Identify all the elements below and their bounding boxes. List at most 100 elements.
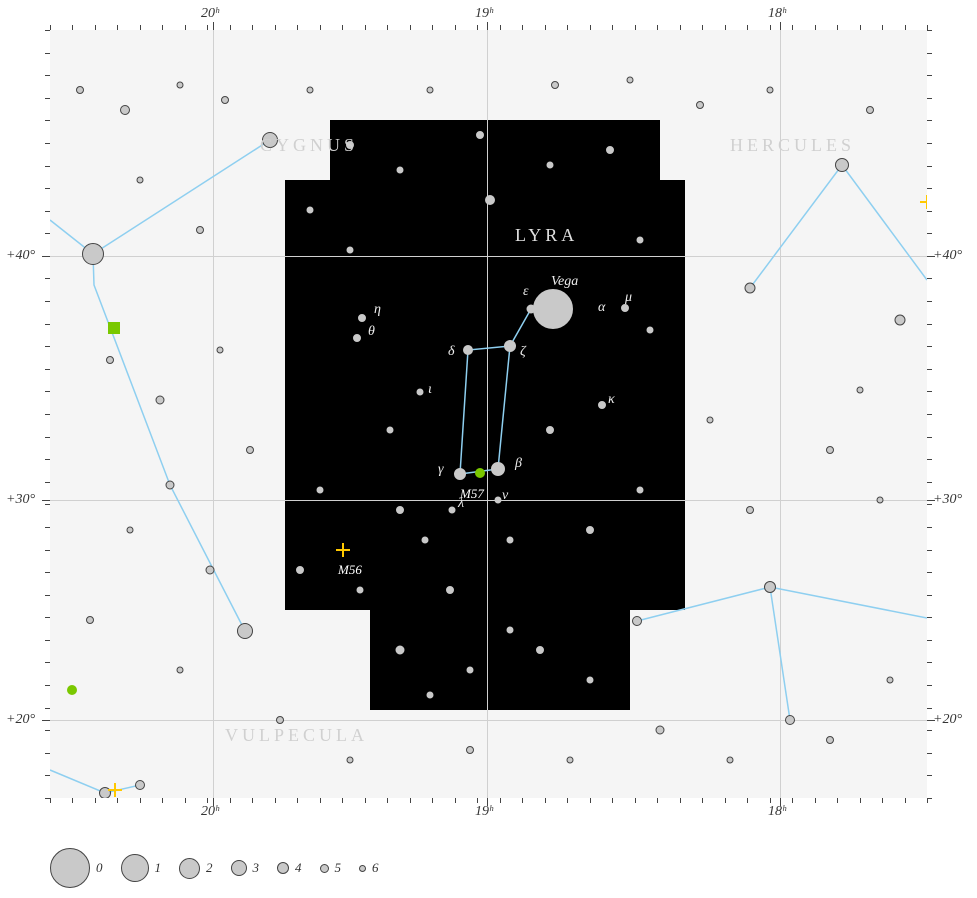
star xyxy=(120,105,130,115)
axis-tick-minor xyxy=(252,25,253,30)
dec-axis-label: +40° xyxy=(933,248,962,264)
star xyxy=(767,87,774,94)
axis-tick-minor xyxy=(297,25,298,30)
axis-tick-minor xyxy=(45,527,50,528)
dec-axis-label: +30° xyxy=(6,492,35,508)
star xyxy=(387,427,394,434)
axis-tick-minor xyxy=(927,143,932,144)
axis-tick-minor xyxy=(680,798,681,803)
axis-tick-minor xyxy=(45,324,50,325)
axis-tick-minor xyxy=(837,25,838,30)
axis-tick-minor xyxy=(927,527,932,528)
axis-tick-minor xyxy=(45,753,50,754)
axis-tick-minor xyxy=(927,685,932,686)
axis-tick-minor xyxy=(927,617,932,618)
axis-tick-minor xyxy=(927,798,932,799)
star-chart: VegaαεμζδηθικβγλνM56M57CYGNUSHERCULESLYR… xyxy=(0,0,977,898)
star xyxy=(246,446,254,454)
axis-tick-minor xyxy=(635,25,636,30)
axis-tick-minor xyxy=(95,25,96,30)
constellation-region xyxy=(370,610,630,710)
axis-tick xyxy=(927,500,935,501)
axis-tick-minor xyxy=(927,324,932,325)
dec-gridline xyxy=(50,500,927,501)
axis-tick-minor xyxy=(477,798,478,803)
axis-tick-minor xyxy=(45,346,50,347)
axis-tick-minor xyxy=(45,166,50,167)
axis-tick xyxy=(487,798,488,806)
star xyxy=(454,468,466,480)
axis-tick-minor xyxy=(590,798,591,803)
axis-tick-minor xyxy=(230,25,231,30)
star xyxy=(826,736,834,744)
legend-star-icon xyxy=(121,854,149,882)
axis-tick-minor xyxy=(45,617,50,618)
axis-tick-minor xyxy=(927,572,932,573)
star xyxy=(427,692,434,699)
magnitude-legend: 0123456 xyxy=(50,848,379,888)
star xyxy=(485,195,495,205)
axis-tick-minor xyxy=(320,798,321,803)
legend-item: 6 xyxy=(359,860,379,876)
star xyxy=(156,396,165,405)
axis-tick-minor xyxy=(50,798,51,803)
ra-gridline xyxy=(213,30,214,798)
legend-item: 5 xyxy=(320,860,342,876)
axis-tick xyxy=(42,720,50,721)
star xyxy=(764,581,776,593)
star xyxy=(353,334,361,342)
axis-tick-minor xyxy=(635,798,636,803)
dec-axis-label: +30° xyxy=(933,492,962,508)
dso-marker-m57 xyxy=(475,468,485,478)
star xyxy=(627,77,634,84)
ra-axis-label: 18ʰ xyxy=(768,6,786,22)
star xyxy=(127,527,134,534)
star xyxy=(446,586,454,594)
axis-tick-minor xyxy=(45,685,50,686)
axis-tick-minor xyxy=(927,346,932,347)
star xyxy=(347,757,354,764)
star xyxy=(656,726,665,735)
axis-tick-minor xyxy=(45,708,50,709)
axis-tick-minor xyxy=(455,25,456,30)
ra-axis-label: 20ʰ xyxy=(201,804,219,820)
star xyxy=(826,446,834,454)
axis-tick-minor xyxy=(500,798,501,803)
axis-tick-minor xyxy=(45,143,50,144)
axis-tick-minor xyxy=(927,53,932,54)
axis-tick-minor xyxy=(365,25,366,30)
axis-tick xyxy=(213,798,214,806)
axis-tick-minor xyxy=(927,98,932,99)
axis-tick-minor xyxy=(905,798,906,803)
axis-tick-minor xyxy=(770,25,771,30)
axis-tick-minor xyxy=(545,798,546,803)
star xyxy=(606,146,614,154)
axis-tick-minor xyxy=(612,798,613,803)
ra-axis-label: 20ʰ xyxy=(201,6,219,22)
star xyxy=(296,566,304,574)
axis-tick-minor xyxy=(45,233,50,234)
axis-tick-minor xyxy=(590,25,591,30)
star xyxy=(357,587,364,594)
axis-tick-minor xyxy=(117,798,118,803)
axis-tick-minor xyxy=(45,775,50,776)
axis-tick-minor xyxy=(522,798,523,803)
axis-tick-minor xyxy=(927,730,932,731)
axis-tick-minor xyxy=(545,25,546,30)
axis-tick-minor xyxy=(725,25,726,30)
axis-tick-minor xyxy=(927,775,932,776)
dso-marker xyxy=(67,685,77,695)
axis-tick-minor xyxy=(252,798,253,803)
dec-gridline xyxy=(50,720,927,721)
legend-star-icon xyxy=(359,865,366,872)
star xyxy=(106,356,114,364)
axis-tick-minor xyxy=(387,798,388,803)
axis-tick-minor xyxy=(140,25,141,30)
axis-tick-minor xyxy=(45,662,50,663)
legend-star-icon xyxy=(277,862,289,874)
axis-tick-minor xyxy=(927,550,932,551)
star xyxy=(317,487,324,494)
axis-tick-minor xyxy=(45,595,50,596)
axis-tick-minor xyxy=(365,798,366,803)
axis-tick-minor xyxy=(927,662,932,663)
